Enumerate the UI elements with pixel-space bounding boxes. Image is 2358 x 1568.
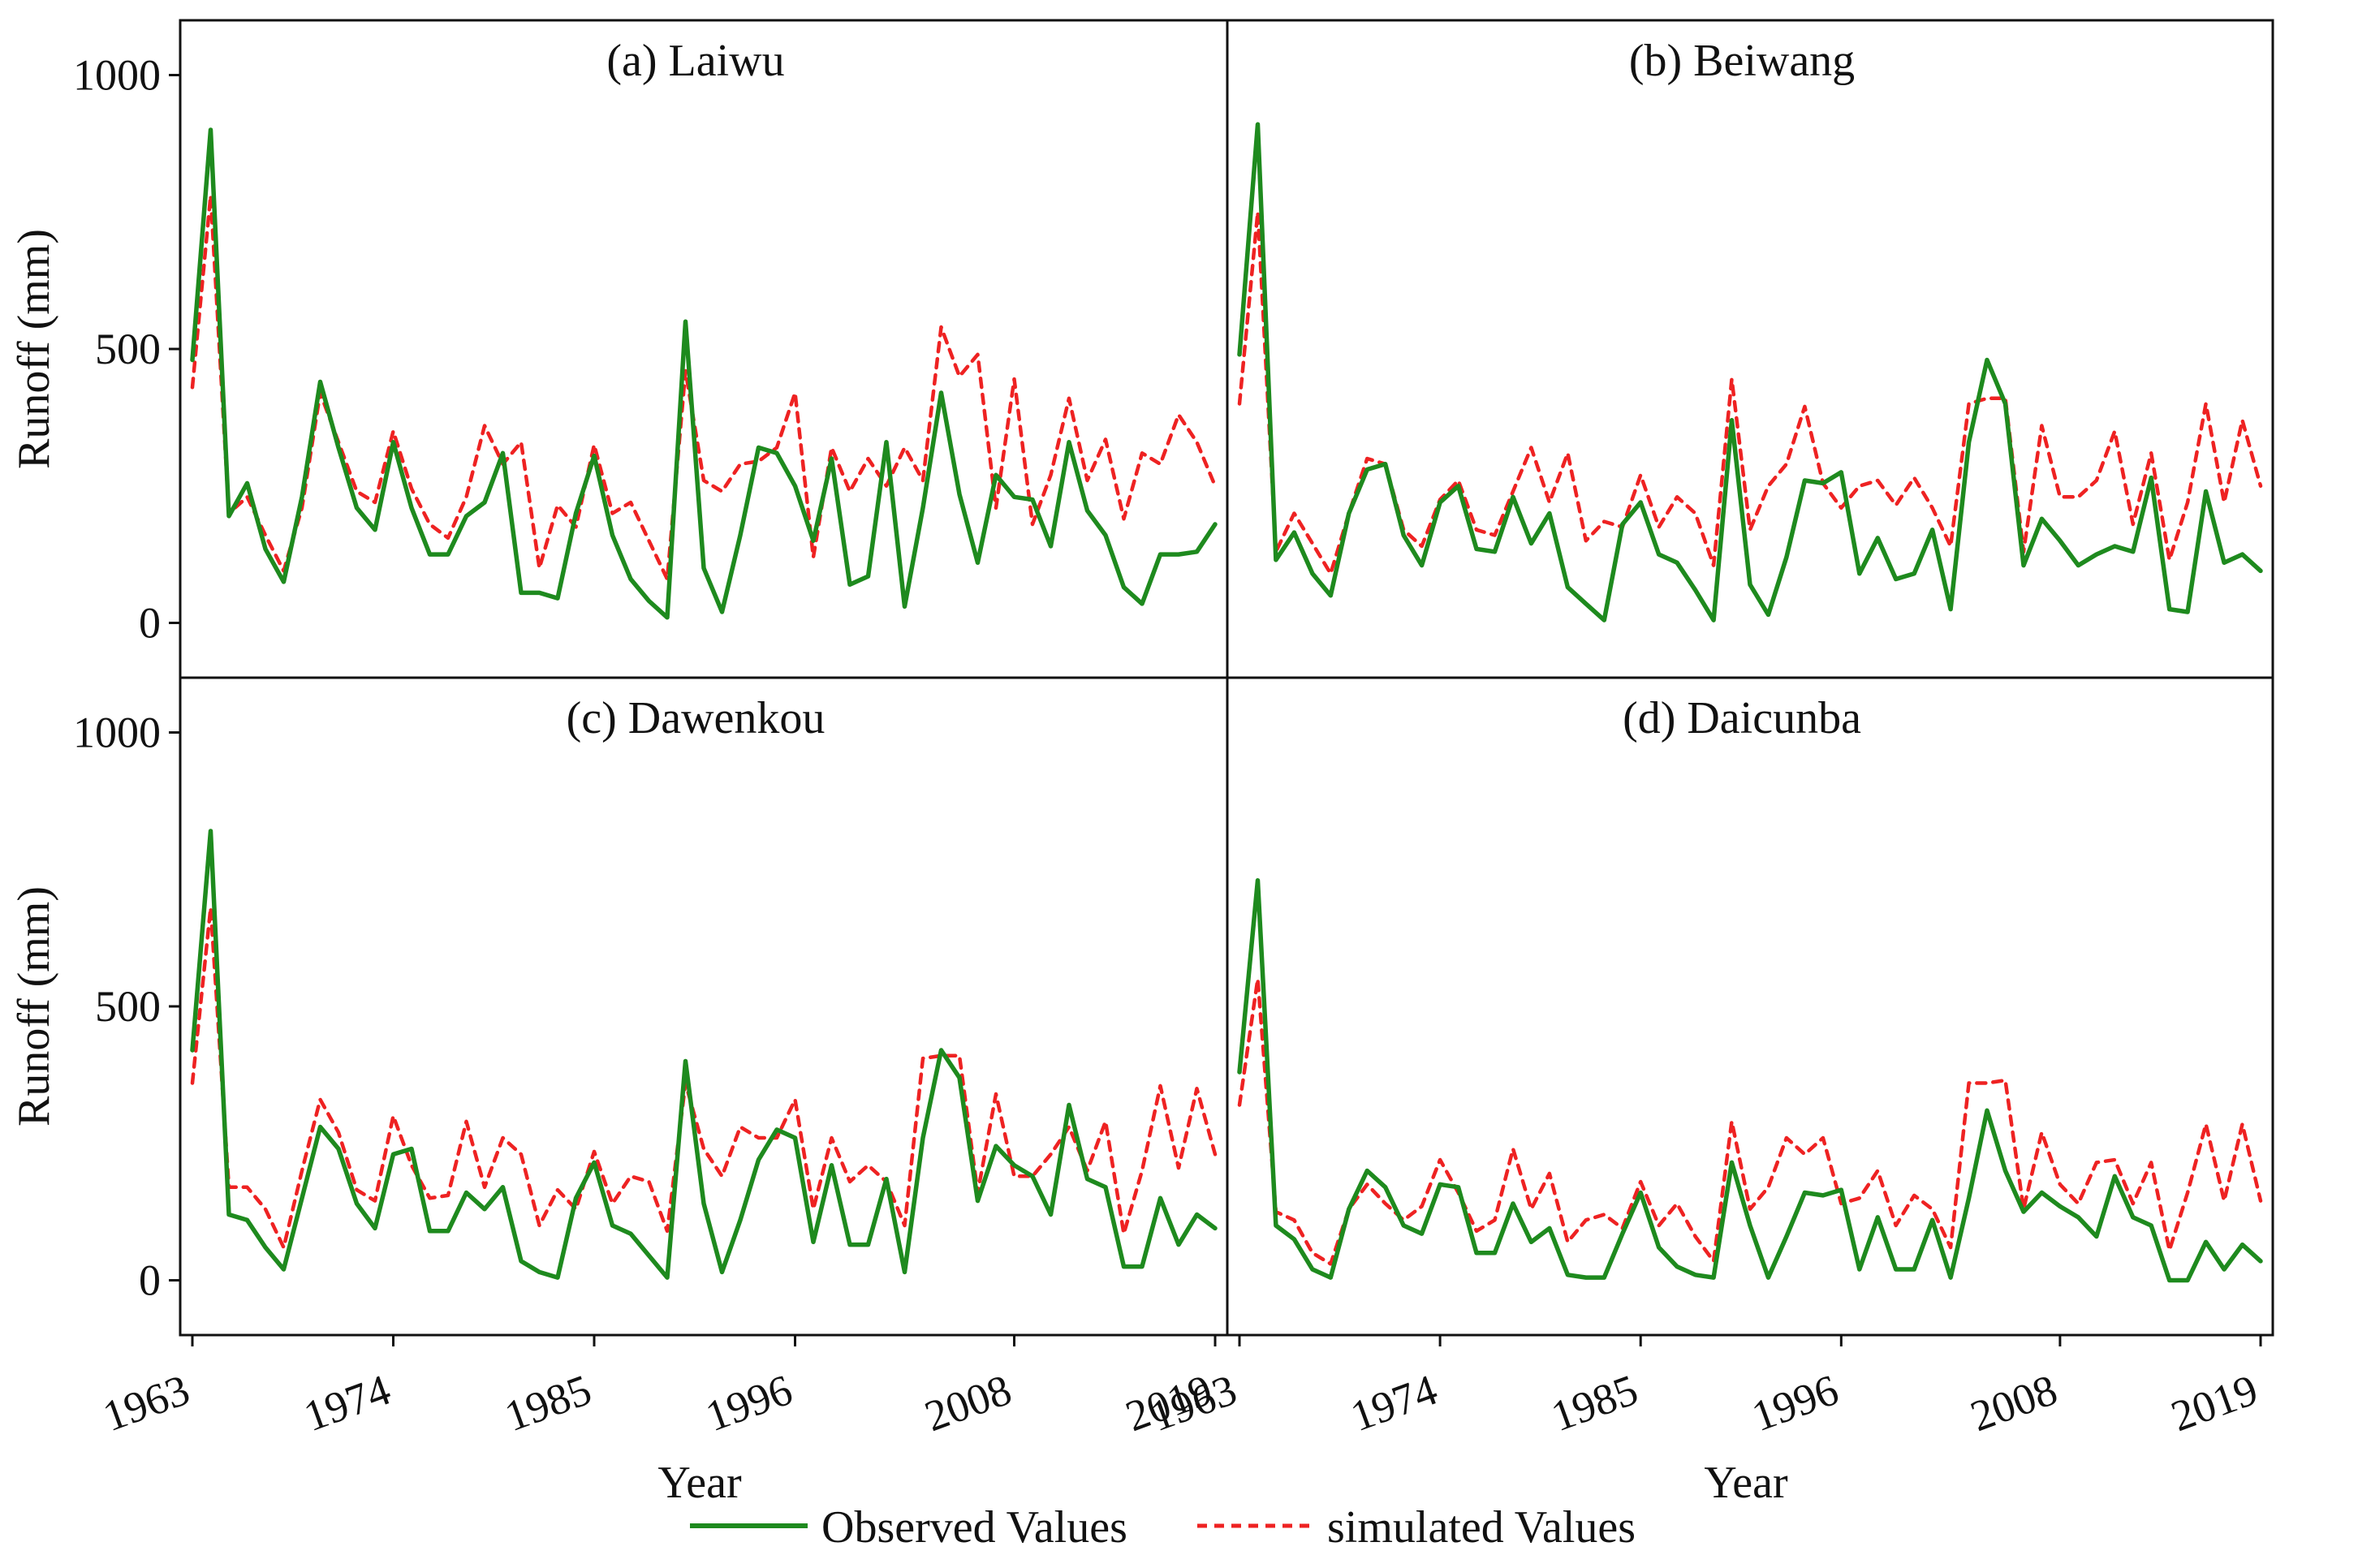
x-tick-label: 2008 xyxy=(919,1365,1018,1441)
panel-frame xyxy=(179,676,1229,1337)
y-axis-title: Runoff (mm) xyxy=(9,886,59,1126)
observed-series-line xyxy=(190,127,1218,620)
chart-panel-1: (b) Beiwang xyxy=(1226,19,2274,679)
legend: Observed Values simulated Values xyxy=(690,1502,1636,1553)
panel-title: (d) Daicunba xyxy=(1623,693,1861,743)
y-tick-label: 0 xyxy=(139,599,161,648)
y-tick-label: 1000 xyxy=(73,51,161,100)
y-tick-label: 0 xyxy=(139,1256,161,1305)
observed-series-line xyxy=(1237,122,2263,622)
legend-simulated-label: simulated Values xyxy=(1327,1502,1636,1553)
panel-title: (c) Dawenkou xyxy=(567,693,826,743)
y-tick-label: 500 xyxy=(95,325,161,373)
y-axis-title: Runoff (mm) xyxy=(9,229,59,469)
x-tick-label: 2008 xyxy=(1964,1365,2063,1441)
simulated-series-line xyxy=(190,906,1218,1250)
x-tick-label: 1985 xyxy=(1545,1365,1644,1441)
observed-series-line xyxy=(190,829,1218,1280)
x-tick-label: 1963 xyxy=(1144,1365,1243,1441)
simulated-series-line xyxy=(1237,210,2263,576)
chart-panel-3: 1963 1974 1985 1996 2008 2019 Year (d) Daicunba xyxy=(1144,676,2274,1508)
x-tick-label: 1996 xyxy=(700,1365,799,1441)
panel-title: (b) Beiwang xyxy=(1629,36,1855,86)
x-tick-label: 1974 xyxy=(298,1365,397,1441)
simulated-series-line xyxy=(1237,977,2263,1266)
x-tick-label: 1985 xyxy=(498,1365,597,1441)
x-tick-label: 1974 xyxy=(1344,1365,1443,1441)
legend-observed-label: Observed Values xyxy=(821,1502,1127,1553)
x-tick-label: 1963 xyxy=(97,1365,196,1441)
y-tick-label: 1000 xyxy=(73,709,161,757)
x-tick-label: 2019 xyxy=(2165,1365,2264,1441)
panel-frame xyxy=(1226,676,2274,1337)
observed-series-line xyxy=(1237,878,2263,1283)
panel-frame xyxy=(179,19,1229,679)
chart-panel-0: 0 500 1000 Runoff (mm) (a) Laiwu xyxy=(9,19,1229,679)
x-axis-title: Year xyxy=(1704,1458,1788,1508)
y-tick-label: 500 xyxy=(95,982,161,1031)
x-axis-title: Year xyxy=(657,1458,742,1508)
simulated-series-line xyxy=(190,193,1218,581)
panel-title: (a) Laiwu xyxy=(606,36,784,86)
x-tick-label: 1996 xyxy=(1745,1365,1844,1441)
